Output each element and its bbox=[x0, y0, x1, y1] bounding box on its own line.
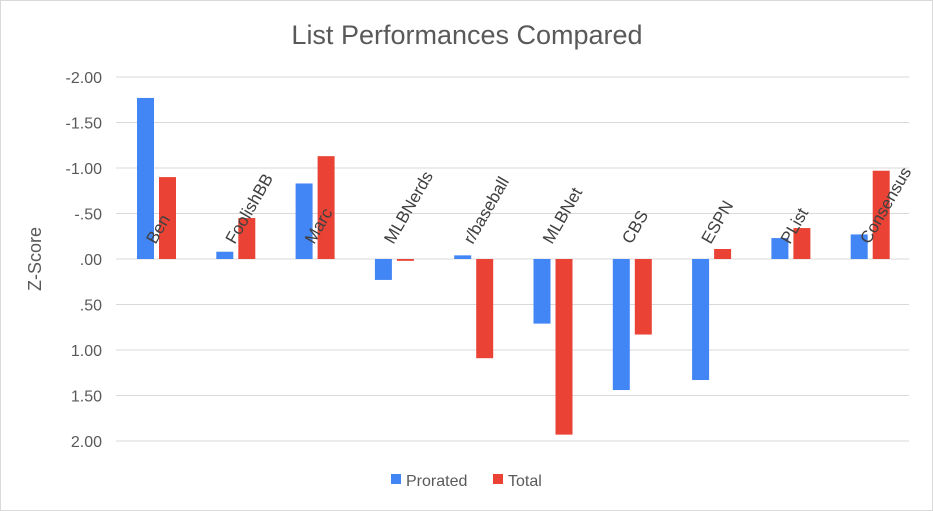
bar-prorated bbox=[612, 259, 630, 391]
bar-total bbox=[872, 170, 890, 259]
category-label: ESPN bbox=[698, 197, 738, 247]
y-tick-label: -.50 bbox=[74, 207, 102, 224]
y-tick-label: .00 bbox=[80, 252, 102, 269]
bar-prorated bbox=[771, 238, 789, 259]
legend-swatch-total bbox=[493, 474, 503, 484]
bar-prorated bbox=[850, 234, 868, 259]
category-labels: Ben FoolishBB Marc MLBNerds r/baseball MLBNet… bbox=[143, 164, 916, 247]
legend-label: Total bbox=[508, 473, 542, 490]
bars bbox=[137, 97, 890, 435]
bar-prorated bbox=[533, 259, 551, 324]
bar-prorated bbox=[692, 259, 710, 381]
category-label: MLBNet bbox=[539, 184, 586, 247]
bar-prorated bbox=[374, 259, 392, 280]
bar-prorated bbox=[454, 255, 472, 259]
y-tick-label: 1.50 bbox=[71, 389, 102, 406]
y-tick-label: -2.00 bbox=[66, 70, 103, 87]
bar-prorated bbox=[137, 97, 154, 260]
legend-label: Prorated bbox=[406, 473, 467, 490]
y-tick-label: -1.50 bbox=[66, 116, 103, 133]
y-axis-ticks: -2.00 -1.50 -1.00 -.50 .00 .50 1.00 1.50 2.00 bbox=[66, 70, 103, 451]
bar-total bbox=[159, 177, 176, 259]
bar-total bbox=[476, 259, 494, 359]
bar-total bbox=[714, 248, 732, 259]
legend-swatch-prorated bbox=[391, 474, 401, 484]
legend: Prorated Total bbox=[391, 473, 542, 490]
y-tick-label: .50 bbox=[80, 298, 102, 315]
y-axis-title: Z-Score bbox=[25, 227, 45, 291]
category-label: r/baseball bbox=[460, 174, 513, 247]
bar-prorated bbox=[295, 183, 313, 259]
gridlines bbox=[116, 76, 909, 442]
category-label: MLBNerds bbox=[380, 168, 437, 247]
bar-total bbox=[238, 218, 256, 259]
bar-total bbox=[396, 259, 414, 261]
y-tick-label: 1.00 bbox=[71, 343, 102, 360]
bar-total bbox=[317, 156, 335, 259]
bar-total bbox=[634, 259, 652, 335]
chart-title: List Performances Compared bbox=[291, 20, 642, 50]
y-tick-label: -1.00 bbox=[66, 161, 103, 178]
bar-total bbox=[793, 228, 811, 259]
y-tick-label: 2.00 bbox=[71, 434, 102, 451]
bar-total bbox=[555, 259, 573, 435]
bar-prorated bbox=[216, 251, 234, 259]
